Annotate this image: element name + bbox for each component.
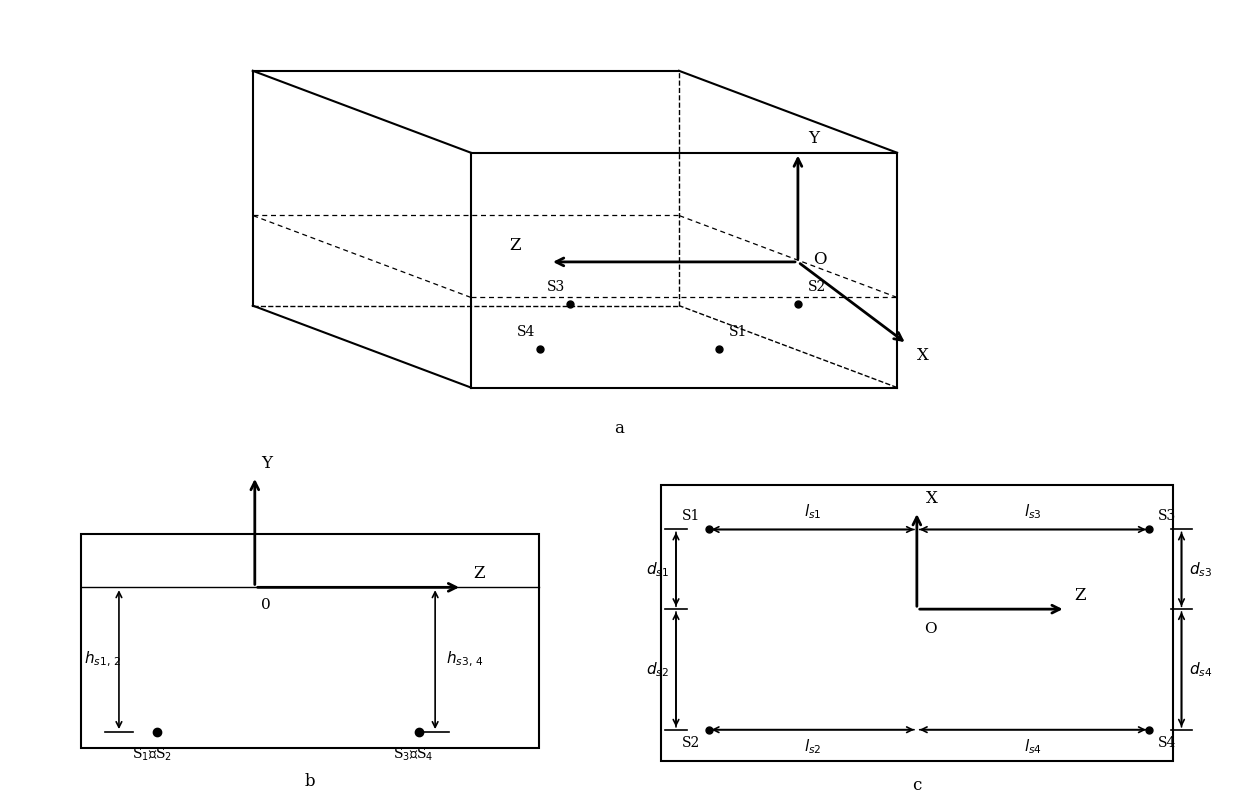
Text: S2: S2 [808,280,826,294]
Text: S3: S3 [546,280,565,294]
Text: S1: S1 [681,509,700,523]
Text: b: b [305,773,315,790]
Text: a: a [615,420,624,437]
Text: Y: Y [808,130,819,147]
Text: S1: S1 [729,325,747,340]
Text: Z: Z [1074,587,1085,604]
Text: S$_3$、S$_4$: S$_3$、S$_4$ [393,745,434,763]
Bar [81,534,539,748]
Text: Z: Z [509,237,520,254]
Text: c: c [912,777,922,794]
Text: $l_{s1}$: $l_{s1}$ [804,502,821,522]
Text: $d_{s3}$: $d_{s3}$ [1188,560,1212,578]
Text: S$_1$、S$_2$: S$_1$、S$_2$ [131,745,172,763]
Text: $h_{s1,\,2}$: $h_{s1,\,2}$ [83,650,120,669]
Text: S4: S4 [1157,736,1176,751]
Text: X: X [926,489,938,506]
Text: O: O [813,251,826,268]
Text: S3: S3 [1157,509,1176,523]
Text: O: O [924,621,937,636]
Text: $d_{s1}$: $d_{s1}$ [646,560,669,578]
Text: $l_{s4}$: $l_{s4}$ [1023,738,1042,756]
Text: S2: S2 [681,736,700,751]
Text: $l_{s2}$: $l_{s2}$ [804,738,821,756]
Text: $d_{s4}$: $d_{s4}$ [1188,660,1212,679]
Text: S4: S4 [517,325,535,340]
Text: $l_{s3}$: $l_{s3}$ [1023,502,1042,522]
Text: 0: 0 [261,599,271,612]
Bar [662,485,1172,760]
Text: $d_{s2}$: $d_{s2}$ [646,660,669,679]
Text: X: X [917,346,929,363]
Text: Z: Z [473,565,484,582]
Text: $h_{s3,\,4}$: $h_{s3,\,4}$ [446,650,483,669]
Text: Y: Y [261,455,273,472]
